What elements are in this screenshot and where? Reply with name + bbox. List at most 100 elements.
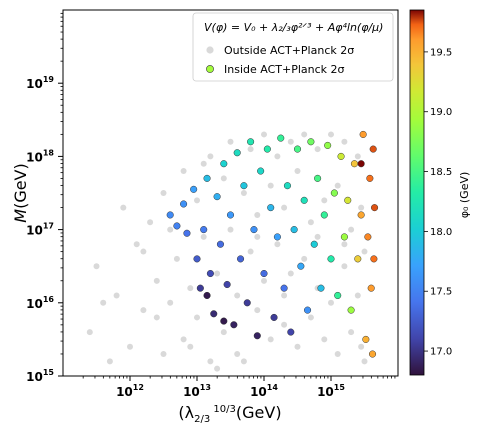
outside-point xyxy=(160,190,167,196)
outside-point xyxy=(234,351,241,358)
outside-point xyxy=(140,307,147,314)
inside-point xyxy=(237,255,245,263)
inside-point xyxy=(320,211,328,219)
inside-point xyxy=(357,160,365,168)
outside-point xyxy=(240,190,247,196)
outside-point xyxy=(180,336,187,343)
outside-point xyxy=(301,255,308,262)
outside-point xyxy=(361,248,368,255)
inside-point xyxy=(337,152,345,160)
outside-point xyxy=(294,343,301,350)
outside-point xyxy=(254,307,261,314)
outside-point xyxy=(334,182,341,189)
inside-point xyxy=(243,299,251,307)
outside-point xyxy=(187,343,194,350)
outside-point xyxy=(341,241,348,248)
inside-point xyxy=(190,185,198,193)
y-tick-label: 1018 xyxy=(26,148,54,164)
inside-point xyxy=(196,284,204,292)
legend-marker-outside xyxy=(206,46,214,54)
inside-point xyxy=(368,350,377,358)
outside-point xyxy=(187,285,194,292)
inside-point xyxy=(293,145,302,153)
inside-point xyxy=(206,269,214,278)
outside-point xyxy=(314,146,321,153)
outside-point xyxy=(254,233,261,240)
outside-point xyxy=(214,270,221,277)
inside-point xyxy=(314,174,322,182)
outside-point xyxy=(207,153,214,160)
outside-point xyxy=(167,226,174,233)
outside-point xyxy=(267,336,274,343)
colorbar-ticks: 17.0 17.5 18.0 18.5 19.0 19.5 xyxy=(424,47,452,358)
inside-point xyxy=(364,233,372,241)
outside-point xyxy=(334,351,341,358)
inside-point xyxy=(273,233,281,241)
legend-box xyxy=(192,12,394,82)
inside-point xyxy=(233,149,241,157)
y-axis-title: M(GeV) xyxy=(11,163,30,222)
outside-point xyxy=(341,263,348,270)
inside-point xyxy=(270,313,278,321)
inside-point xyxy=(257,167,265,175)
colorbar-tick-label: 17.5 xyxy=(430,287,452,298)
outside-point xyxy=(321,336,328,343)
x-tick-label: 1013 xyxy=(183,383,211,399)
inside-point xyxy=(263,145,271,153)
y-tick-label: 1019 xyxy=(26,75,54,91)
outside-point xyxy=(173,255,180,262)
outside-point xyxy=(100,299,107,306)
inside-point xyxy=(283,182,292,190)
outside-point xyxy=(281,321,288,328)
outside-point xyxy=(194,314,200,321)
inside-point xyxy=(317,284,325,292)
outside-point xyxy=(267,182,274,189)
inside-point xyxy=(213,193,221,201)
inside-point xyxy=(203,291,211,300)
outside-point xyxy=(106,358,113,365)
inside-point xyxy=(247,138,255,146)
outside-point xyxy=(153,314,160,321)
outside-point xyxy=(307,219,314,226)
outside-point xyxy=(361,358,368,365)
inside-point xyxy=(290,226,298,234)
outside-point xyxy=(294,168,301,175)
outside-point xyxy=(261,277,267,284)
outside-point xyxy=(127,343,133,350)
outside-point xyxy=(274,241,281,248)
inside-point xyxy=(300,196,308,204)
outside-point xyxy=(200,233,207,240)
outside-point xyxy=(167,299,174,306)
colorbar-tick-label: 18.5 xyxy=(430,167,452,178)
inside-point xyxy=(220,160,228,168)
inside-point xyxy=(369,145,377,153)
outside-point xyxy=(247,146,254,153)
outside-point xyxy=(358,204,365,211)
inside-point xyxy=(362,335,370,343)
inside-point xyxy=(344,196,352,204)
inside-point xyxy=(210,310,218,318)
outside-point xyxy=(227,226,234,233)
y-tick-label: 1016 xyxy=(26,295,54,311)
outside-point xyxy=(120,204,127,211)
outside-point xyxy=(301,131,308,138)
inside-point xyxy=(253,332,261,340)
x-tick-label: 1015 xyxy=(317,383,345,399)
outside-point xyxy=(133,241,140,248)
inside-point xyxy=(193,255,201,263)
colorbar-title: φ₀ (GeV) xyxy=(458,172,471,219)
inside-point xyxy=(173,222,181,230)
inside-point xyxy=(183,229,191,237)
outside-point xyxy=(200,160,207,167)
x-axis-ticks: 1012 1013 1014 1015 xyxy=(82,376,396,399)
inside-point xyxy=(350,160,359,168)
colorbar: 17.0 17.5 18.0 18.5 19.0 19.5 φ₀ (GeV) xyxy=(409,9,471,376)
inside-point xyxy=(287,328,295,336)
outside-point xyxy=(354,292,361,299)
inside-point xyxy=(327,255,335,263)
colorbar-tick-label: 19.0 xyxy=(430,107,452,118)
outside-point xyxy=(348,329,355,336)
inside-point xyxy=(366,174,374,182)
inside-point xyxy=(359,130,367,138)
